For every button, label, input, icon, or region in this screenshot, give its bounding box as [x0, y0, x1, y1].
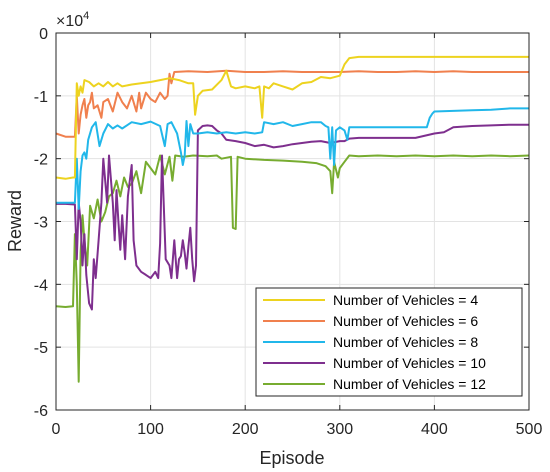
- y-tick-label: 0: [39, 26, 48, 43]
- axis-ticks: [55, 32, 530, 411]
- series-line-3: [56, 107, 529, 210]
- y-tick-label: -2: [34, 152, 48, 169]
- y-tick-label: -1: [34, 89, 48, 106]
- x-tick-label: 500: [516, 421, 543, 438]
- legend-entry-label: Number of Vehicles = 12: [333, 376, 486, 392]
- legend-entry-label: Number of Vehicles = 10: [333, 355, 486, 371]
- series-line-5: [55, 55, 529, 180]
- series-line-1: [55, 154, 530, 383]
- x-tick-label: 400: [421, 421, 448, 438]
- legend: Number of Vehicles = 4 Number of Vehicles…: [255, 287, 523, 397]
- grid-lines: [55, 32, 530, 411]
- tick-labels: 0 100 200 300 400 500 0 -1 -2 -3 -4 -5 -6: [34, 26, 543, 438]
- legend-entry-label: Number of Vehicles = 8: [333, 334, 478, 350]
- y-tick-label: -4: [34, 277, 48, 294]
- x-tick-label: 100: [137, 421, 164, 438]
- y-tick-label: -3: [34, 215, 48, 232]
- y-exponent-label: ×104: [56, 10, 89, 30]
- y-tick-label: -6: [34, 403, 48, 420]
- x-tick-label: 0: [52, 421, 61, 438]
- x-tick-label: 300: [326, 421, 353, 438]
- legend-entry-label: Number of Vehicles = 4: [333, 292, 478, 308]
- x-tick-label: 200: [232, 421, 259, 438]
- series-group: [55, 55, 530, 383]
- y-tick-label: -5: [34, 340, 48, 357]
- series-line-4: [55, 69, 529, 138]
- legend-entry-label: Number of Vehicles = 6: [333, 313, 478, 329]
- y-axis-label: Reward: [5, 190, 25, 252]
- x-axis-label: Episode: [259, 448, 324, 468]
